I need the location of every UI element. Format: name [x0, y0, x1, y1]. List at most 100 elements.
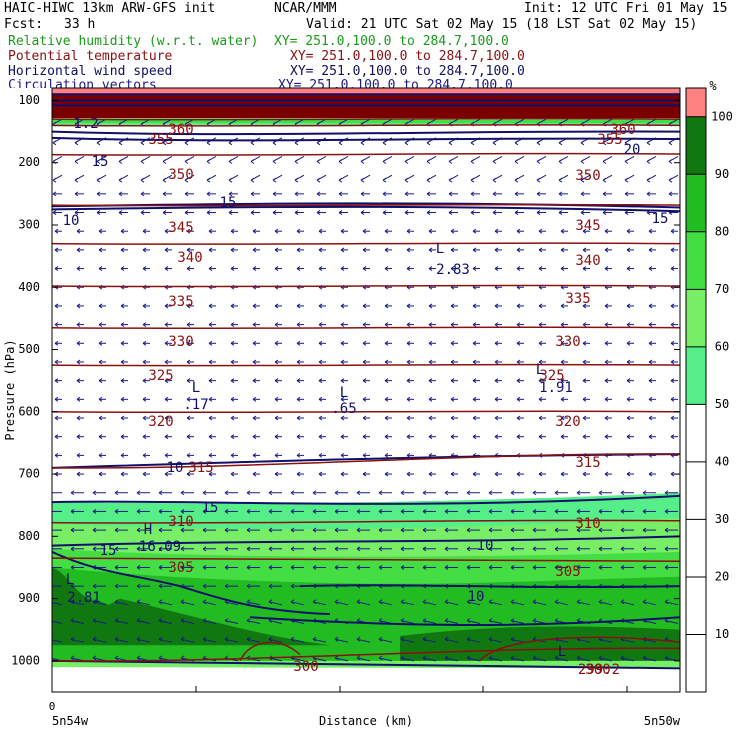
wind-speed-contour-9 [52, 535, 680, 547]
theta-label-350-left: 350 [168, 167, 193, 183]
vector-head-807 [554, 618, 559, 623]
vector-head-860 [444, 655, 449, 661]
vector-head-449 [340, 396, 345, 402]
vector-head-212 [230, 247, 235, 253]
circulation-vector-867 [620, 657, 635, 662]
vector-head-242 [252, 266, 257, 271]
theta-label-300-right: 300 [585, 662, 610, 678]
circulation-vector-856 [378, 657, 393, 662]
wind-label-5: 15 [202, 500, 219, 516]
vector-head-412 [164, 378, 169, 384]
vector-head-237 [142, 266, 147, 271]
vector-head-589 [224, 490, 229, 496]
vector-head-181 [186, 228, 191, 234]
vector-head-626 [400, 509, 405, 514]
vector-head-324 [142, 322, 147, 328]
vector-head-761 [180, 599, 185, 605]
circulation-vector-819 [202, 638, 217, 643]
vector-head-292 [76, 303, 81, 309]
vector-head-190 [384, 228, 389, 234]
vector-head-371 [538, 340, 543, 346]
vector-head-870 [664, 655, 669, 661]
vector-head-788 [136, 618, 141, 623]
vector-head-203 [670, 228, 675, 234]
vector-head-347 [648, 322, 653, 328]
vector-head-631 [510, 509, 515, 514]
vector-head-509 [384, 434, 389, 440]
vector-head-365 [406, 340, 411, 346]
vector-head-349 [54, 340, 59, 346]
circulation-vector-830 [444, 638, 459, 643]
vector-head-762 [202, 599, 207, 605]
vector-head-233 [54, 266, 59, 271]
vector-head-496 [98, 434, 103, 440]
vector-head-536 [340, 452, 345, 458]
vector-head-291 [54, 303, 59, 309]
colorbar-band-4 [686, 174, 706, 232]
vector-head-113 [602, 177, 607, 183]
vector-head-486 [516, 415, 521, 421]
vector-head-756 [70, 599, 75, 605]
x-axis-label: Distance (km) [319, 714, 413, 728]
vector-head-591 [268, 490, 273, 496]
vector-head-656 [422, 527, 427, 533]
vector-head-766 [290, 599, 295, 605]
circulation-vector-769 [378, 601, 393, 606]
vector-head-325 [164, 322, 169, 328]
circulation-vector-788 [158, 620, 173, 624]
vector-head-36 [184, 140, 189, 146]
vector-head-197 [538, 228, 543, 234]
vector-head-352 [120, 340, 125, 346]
vector-head-251 [450, 266, 455, 271]
circulation-vector-765 [290, 601, 305, 606]
vector-head-420 [340, 378, 345, 384]
vector-head-129 [316, 191, 321, 197]
extremum-value-2: .65 [331, 401, 356, 417]
theta-label-345-left: 345 [168, 220, 193, 236]
vector-head-464 [670, 396, 675, 402]
vector-head-201 [626, 228, 631, 234]
vector-head-332 [318, 322, 323, 328]
vector-head-827 [356, 636, 361, 642]
vector-head-216 [318, 247, 323, 253]
vector-head-458 [538, 396, 543, 402]
vector-head-607 [620, 490, 625, 496]
vector-head-170 [580, 210, 585, 215]
vector-head-367 [450, 340, 455, 346]
vector-head-139 [536, 191, 541, 197]
vector-head-253 [494, 266, 499, 271]
vector-head-671 [114, 546, 119, 552]
vector-head-561 [252, 471, 257, 477]
vector-head-695 [642, 546, 647, 552]
vector-head-869 [642, 655, 647, 661]
vector-head-830 [422, 636, 427, 642]
vector-head-103 [382, 177, 387, 183]
vector-head-680 [312, 546, 317, 552]
vector-head-487 [538, 415, 543, 421]
vector-head-354 [164, 340, 169, 346]
theta-contour-310-10 [52, 519, 680, 524]
field-name-wind: Horizontal wind speed [8, 64, 173, 79]
vector-head-405 [648, 359, 653, 365]
extremum-value-6: 299.2 [578, 662, 620, 678]
colorbar-band-6 [686, 88, 706, 117]
circulation-vector-804 [510, 620, 525, 624]
field-xy-circ: XY= 251.0,100.0 to 284.7,100.0 [278, 78, 513, 88]
vector-head-314 [560, 303, 565, 309]
vector-head-789 [158, 618, 163, 623]
extremum-L-marker-1: L [192, 380, 200, 396]
vector-head-440 [142, 396, 147, 402]
vector-head-101 [338, 177, 343, 183]
vector-head-107 [470, 177, 475, 183]
vector-head-143 [624, 191, 629, 197]
colorbar-label-20: 20 [715, 569, 729, 583]
vector-head-721 [576, 565, 581, 570]
vector-head-175 [54, 228, 59, 234]
circulation-vector-865 [576, 657, 591, 662]
vector-head-461 [604, 396, 609, 402]
vector-head-374 [604, 340, 609, 346]
vector-head-451 [384, 396, 389, 402]
vector-head-800 [400, 618, 405, 623]
colorbar-label-50: 50 [715, 397, 729, 411]
vector-head-442 [186, 396, 191, 402]
